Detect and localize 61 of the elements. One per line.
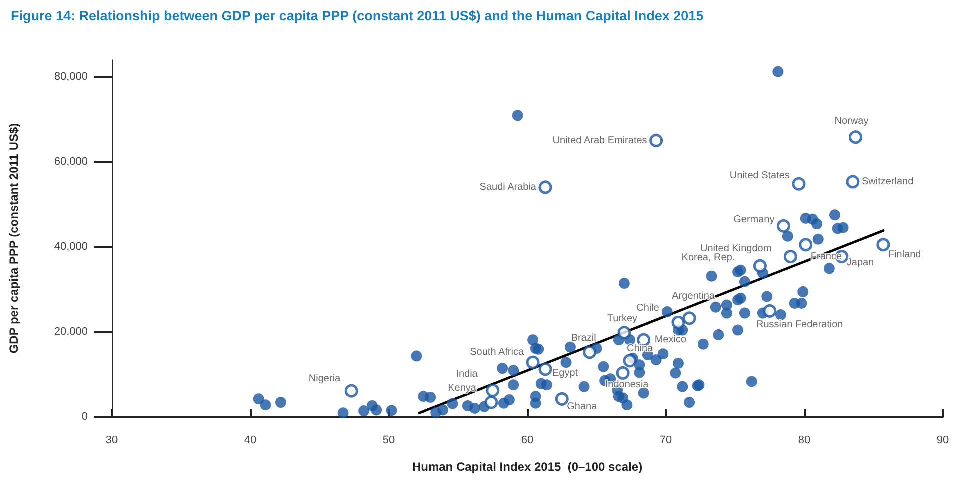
point <box>526 356 540 370</box>
point <box>799 238 813 252</box>
annotation: Chile <box>636 303 660 314</box>
y-tick-label: 20,000 <box>54 326 88 338</box>
x-tick-label: 30 <box>106 434 118 446</box>
point <box>792 177 806 191</box>
annotation: Argentina <box>672 290 716 302</box>
annotation: China <box>626 343 654 354</box>
y-tick-label: 80,000 <box>54 71 88 83</box>
point <box>538 180 552 194</box>
annotation: Saudi Arabia <box>480 182 537 193</box>
point <box>849 130 862 144</box>
annotation: Switzerland <box>862 176 914 188</box>
point <box>486 384 500 398</box>
point <box>344 384 358 398</box>
annotation: Egypt <box>552 368 578 379</box>
point <box>555 392 569 406</box>
point <box>753 259 767 273</box>
point <box>846 175 860 189</box>
x-tick-label: 90 <box>936 434 950 446</box>
x-tick-label: 80 <box>798 434 811 446</box>
point <box>623 354 637 368</box>
annotation: India <box>456 369 478 380</box>
annotation: United Kingdom <box>700 243 772 254</box>
y-tick-label: 40,000 <box>54 241 88 253</box>
point <box>583 346 597 360</box>
point <box>618 326 632 340</box>
y-tick-label: 0 <box>82 411 88 423</box>
point <box>876 238 890 252</box>
annotation: Finland <box>888 249 922 260</box>
point <box>538 362 552 376</box>
x-tick-label: 40 <box>244 434 257 446</box>
y-axis-title: GDP per capita PPP (constant 2011 US$) <box>7 123 21 354</box>
annotation: Norway <box>834 116 869 127</box>
point <box>776 219 790 233</box>
y-tick-label: 60,000 <box>54 156 88 168</box>
annotation: South Africa <box>470 347 524 358</box>
x-tick-label: 70 <box>660 434 672 446</box>
annotation: Brazil <box>571 332 596 344</box>
annotation: United States <box>730 170 790 182</box>
annotation: Ghana <box>567 402 598 413</box>
point <box>763 304 777 318</box>
x-axis-title: Human Capital Index 2015 (0–100 scale) <box>412 460 643 474</box>
x-tick-label: 50 <box>382 434 396 446</box>
point <box>784 250 798 264</box>
point <box>484 396 498 410</box>
annotation: Turkey <box>607 313 638 324</box>
x-tick-label: 60 <box>521 434 534 446</box>
point <box>650 134 664 148</box>
chart-title: Figure 14: Relationship between GDP per capita PPP (constant 2011 US$) and the Human Capital Index 2015 <box>11 8 704 24</box>
point <box>672 316 686 330</box>
annotation: Kenya <box>448 383 477 394</box>
annotation: Russian Federation <box>756 320 844 331</box>
annotation: Mexico <box>654 334 687 346</box>
annotation: Korea, Rep. <box>682 252 736 264</box>
annotation: Nigeria <box>308 374 342 385</box>
annotation: United Arab Emirates <box>552 135 648 146</box>
point <box>682 312 696 326</box>
annotation: Germany <box>734 214 775 226</box>
point <box>616 366 630 380</box>
annotation: Japan <box>846 257 874 268</box>
